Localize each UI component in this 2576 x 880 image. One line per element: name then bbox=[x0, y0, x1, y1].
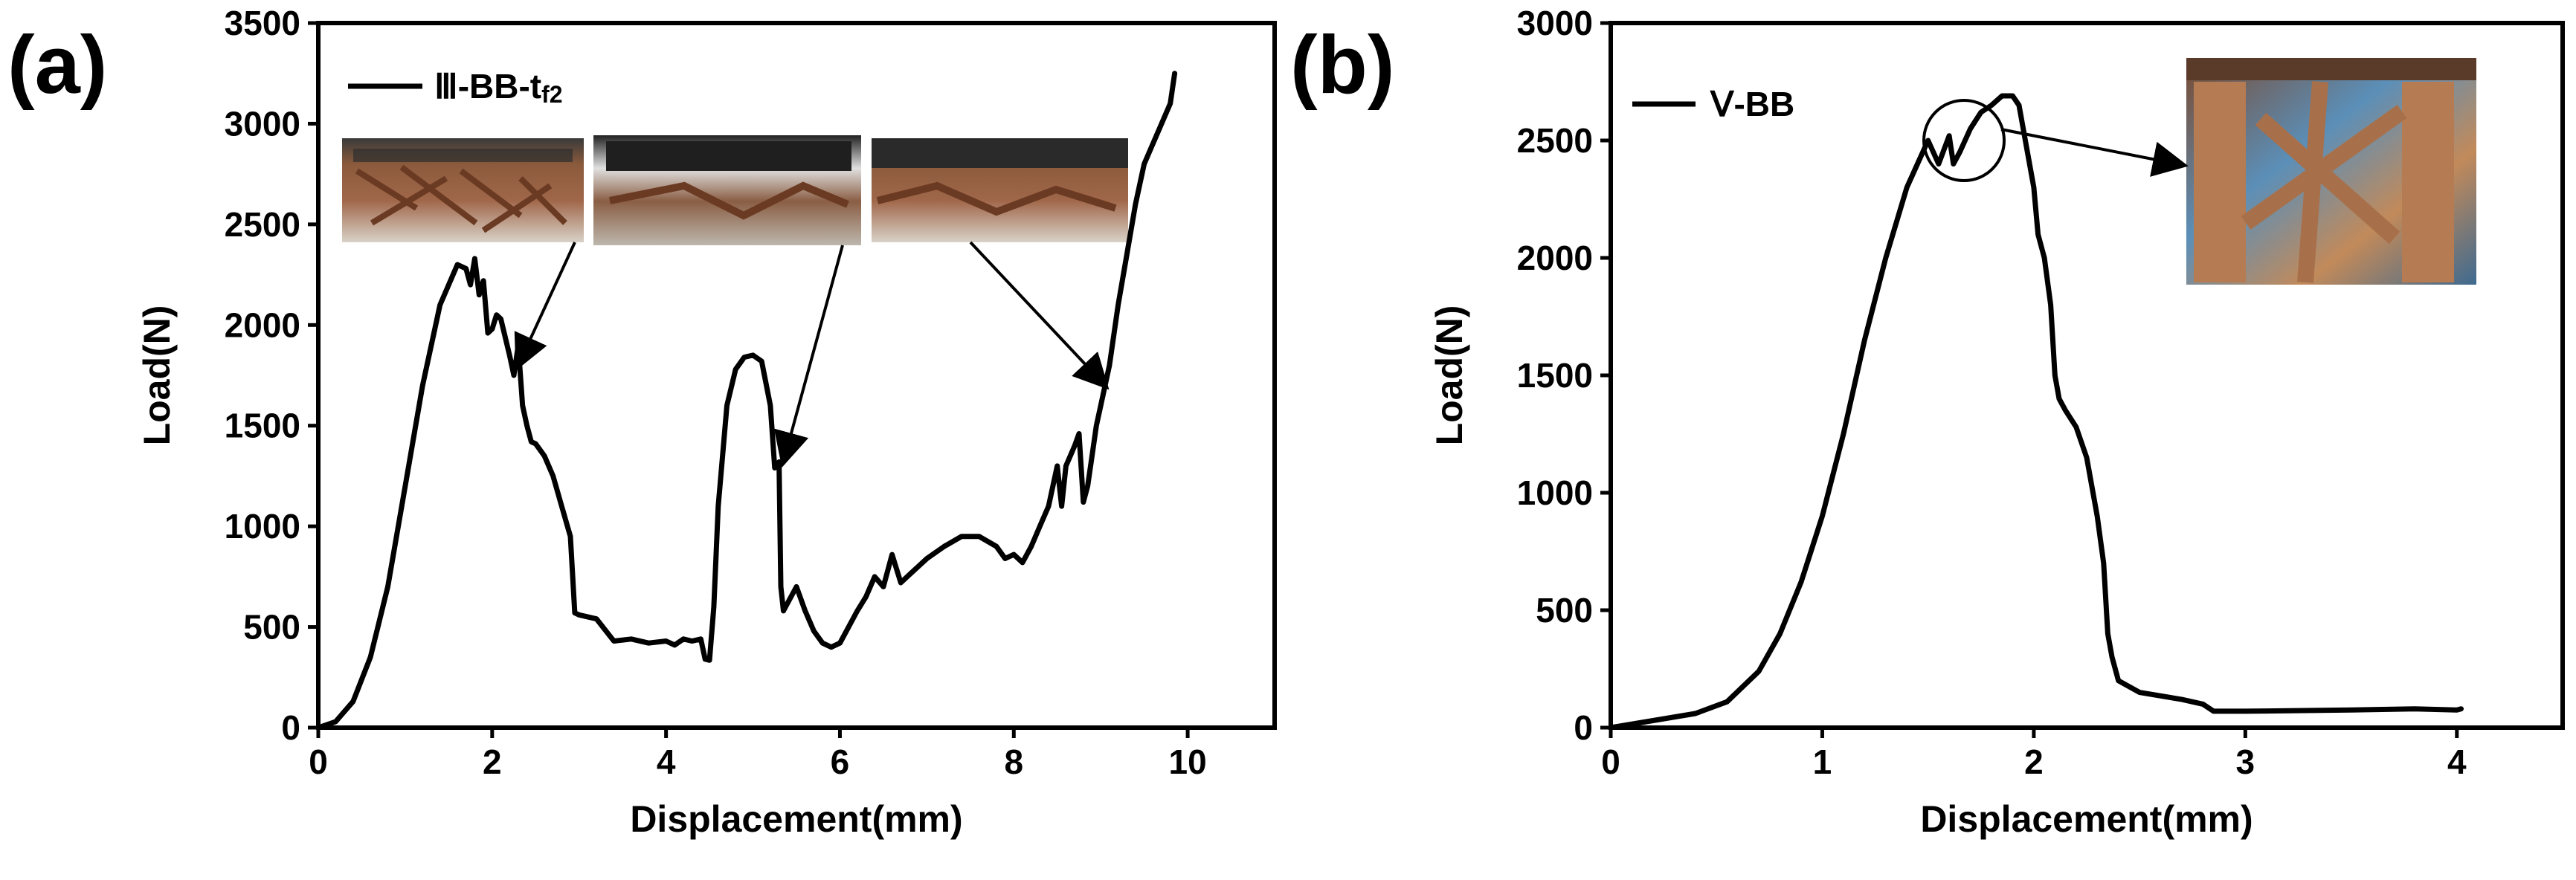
panel-b-y-tick-label: 2000 bbox=[1517, 239, 1593, 277]
panel-a-x-tick-label: 8 bbox=[1004, 742, 1023, 781]
panel-a-callout-arrow bbox=[773, 245, 844, 468]
panel-b-y-tick-label: 1500 bbox=[1517, 356, 1593, 395]
panel-b-x-tick-label: 1 bbox=[1813, 742, 1832, 781]
panel-a-x-tick-label: 10 bbox=[1169, 742, 1207, 781]
panel-b-y-axis-title: Load(N) bbox=[1429, 305, 1470, 446]
panel-a-callout-arrow bbox=[969, 241, 1110, 390]
panel-a: (a) 0 2 4 6 8 10 0 500 1000 1500 2000 2500 3000 3500 D… bbox=[7, 4, 1277, 840]
panel-b-legend: Ⅴ-BB bbox=[1632, 85, 1794, 123]
panel-a-y-tick-label: 0 bbox=[281, 708, 300, 747]
panel-b-callout-arrow bbox=[2000, 128, 2189, 177]
inset-photo-3 bbox=[872, 138, 1128, 242]
panel-a-legend: Ⅲ-BB-tf2 bbox=[348, 67, 563, 108]
panel-b-x-tick-label: 3 bbox=[2236, 742, 2255, 781]
panel-b-y-tick-label: 500 bbox=[1536, 591, 1593, 630]
panel-a-plot: 0 2 4 6 8 10 0 500 1000 1500 2000 2500 3000 3500 Displ… bbox=[136, 4, 1277, 840]
panel-b-inset-photo bbox=[2186, 58, 2476, 285]
panel-a-y-tick-label: 2000 bbox=[225, 305, 300, 344]
panel-a-y-tick-label: 3000 bbox=[225, 104, 300, 143]
panel-a-callout-arrow bbox=[514, 242, 576, 371]
panel-b-series-line bbox=[1608, 93, 2464, 731]
panel-b-y-tick-label: 2500 bbox=[1517, 121, 1593, 160]
panel-b-highlight-circle bbox=[1922, 99, 2006, 182]
panel-a-x-tick-label: 0 bbox=[309, 742, 328, 781]
panel-a-y-tick-label: 2500 bbox=[225, 205, 300, 244]
panel-a-y-tick-label: 500 bbox=[243, 608, 300, 647]
inset-photo-1 bbox=[342, 138, 584, 242]
panel-a-series-line bbox=[315, 71, 1178, 731]
panel-a-y-tick-label: 1000 bbox=[225, 507, 300, 546]
panel-b-x-axis-title: Displacement(mm) bbox=[1920, 798, 2253, 840]
panel-b-x-tick-label: 4 bbox=[2447, 742, 2467, 781]
panel-b-y-tick-label: 3000 bbox=[1517, 4, 1593, 42]
panel-a-y-axis-title: Load(N) bbox=[136, 305, 178, 446]
panel-b: (b) 0 1 2 3 4 0 500 1000 1500 2000 2500 3000 Displac… bbox=[1290, 4, 2565, 840]
panel-b-plot: 0 1 2 3 4 0 500 1000 1500 2000 2500 3000 Displacemen… bbox=[1429, 4, 2565, 840]
panel-b-legend-label: Ⅴ-BB bbox=[1710, 85, 1794, 123]
panel-b-y-tick-label: 1000 bbox=[1517, 473, 1593, 512]
panel-a-legend-label: Ⅲ-BB-tf2 bbox=[434, 67, 563, 108]
panel-a-x-tick-label: 4 bbox=[657, 742, 676, 781]
panel-a-x-tick-label: 2 bbox=[483, 742, 502, 781]
panel-a-y-tick-label: 1500 bbox=[225, 407, 300, 445]
panel-a-y-tick-label: 3500 bbox=[225, 4, 300, 42]
panel-a-label: (a) bbox=[7, 19, 107, 111]
panel-b-x-tick-label: 0 bbox=[1601, 742, 1620, 781]
panel-a-plot-frame bbox=[316, 21, 1277, 730]
panel-a-inset-photos bbox=[342, 135, 1128, 245]
panel-a-x-axis-title: Displacement(mm) bbox=[630, 798, 962, 840]
panel-b-x-tick-label: 2 bbox=[2024, 742, 2044, 781]
inset-photo-2 bbox=[593, 135, 861, 245]
panel-a-x-tick-label: 6 bbox=[831, 742, 850, 781]
panel-b-y-tick-label: 0 bbox=[1574, 708, 1593, 747]
panel-b-label: (b) bbox=[1290, 19, 1394, 111]
